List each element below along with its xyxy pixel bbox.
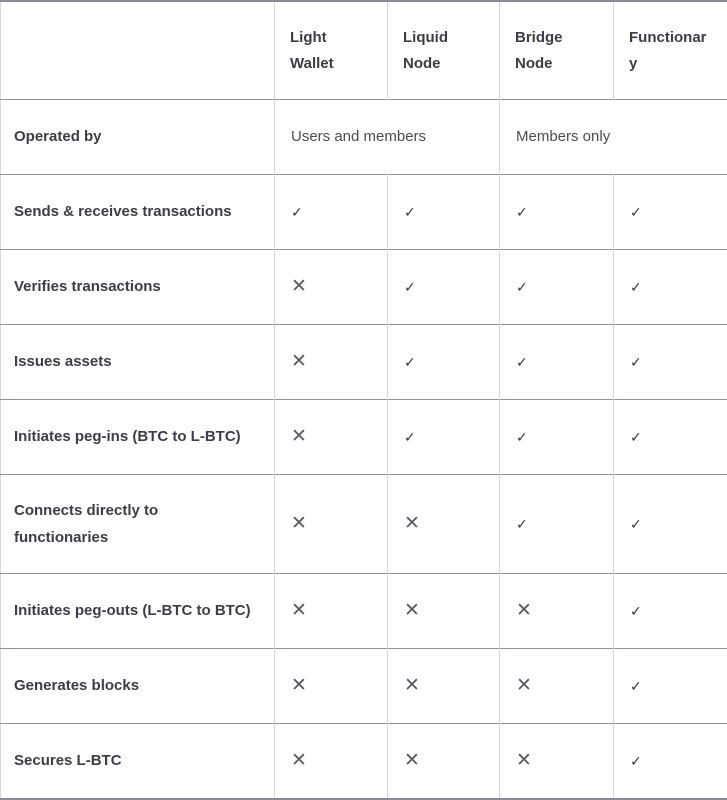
feature-row-issues-assets: Issues assets ✕ ✓ ✓ ✓ <box>1 324 727 399</box>
check-icon: ✓ <box>614 648 727 723</box>
column-header-liquid-node: Liquid Node <box>388 1 500 99</box>
row-label: Sends & receives transactions <box>1 174 275 249</box>
check-icon: ✓ <box>500 399 614 474</box>
cross-icon: ✕ <box>500 648 614 723</box>
row-label: Connects directly to functionaries <box>1 474 275 573</box>
cross-icon: ✕ <box>388 474 500 573</box>
operated-by-row: Operated by Users and members Members on… <box>1 99 727 174</box>
row-label: Secures L-BTC <box>1 723 275 799</box>
feature-row-peg-ins: Initiates peg-ins (BTC to L-BTC) ✕ ✓ ✓ ✓ <box>1 399 727 474</box>
feature-row-connects-functionaries: Connects directly to functionaries ✕ ✕ ✓… <box>1 474 727 573</box>
row-label: Verifies transactions <box>1 249 275 324</box>
row-label: Initiates peg-ins (BTC to L-BTC) <box>1 399 275 474</box>
feature-row-sends-receives: Sends & receives transactions ✓ ✓ ✓ ✓ <box>1 174 727 249</box>
cross-icon: ✕ <box>275 399 388 474</box>
header-row: Light Wallet Liquid Node Bridge Node Fun… <box>1 1 727 99</box>
cross-icon: ✕ <box>388 648 500 723</box>
check-icon: ✓ <box>614 249 727 324</box>
check-icon: ✓ <box>614 723 727 799</box>
cross-icon: ✕ <box>275 324 388 399</box>
column-header-bridge-node: Bridge Node <box>500 1 614 99</box>
operated-by-members-only: Members only <box>500 99 727 174</box>
cross-icon: ✕ <box>275 474 388 573</box>
check-icon: ✓ <box>614 399 727 474</box>
feature-row-secures-lbtc: Secures L-BTC ✕ ✕ ✕ ✓ <box>1 723 727 799</box>
cross-icon: ✕ <box>275 648 388 723</box>
cross-icon: ✕ <box>500 573 614 648</box>
cross-icon: ✕ <box>275 249 388 324</box>
cross-icon: ✕ <box>500 723 614 799</box>
row-label: Issues assets <box>1 324 275 399</box>
feature-row-verifies-transactions: Verifies transactions ✕ ✓ ✓ ✓ <box>1 249 727 324</box>
check-icon: ✓ <box>275 174 388 249</box>
cross-icon: ✕ <box>388 573 500 648</box>
feature-row-peg-outs: Initiates peg-outs (L-BTC to BTC) ✕ ✕ ✕ … <box>1 573 727 648</box>
feature-row-generates-blocks: Generates blocks ✕ ✕ ✕ ✓ <box>1 648 727 723</box>
column-header-functionary: Functionar y <box>614 1 727 99</box>
check-icon: ✓ <box>614 324 727 399</box>
check-icon: ✓ <box>614 573 727 648</box>
column-header-light-wallet: Light Wallet <box>275 1 388 99</box>
check-icon: ✓ <box>614 174 727 249</box>
cross-icon: ✕ <box>388 723 500 799</box>
check-icon: ✓ <box>388 399 500 474</box>
check-icon: ✓ <box>500 474 614 573</box>
check-icon: ✓ <box>500 324 614 399</box>
cross-icon: ✕ <box>275 723 388 799</box>
check-icon: ✓ <box>500 174 614 249</box>
cross-icon: ✕ <box>275 573 388 648</box>
operated-by-users-and-members: Users and members <box>275 99 500 174</box>
row-label: Operated by <box>1 99 275 174</box>
check-icon: ✓ <box>500 249 614 324</box>
check-icon: ✓ <box>614 474 727 573</box>
check-icon: ✓ <box>388 174 500 249</box>
check-icon: ✓ <box>388 324 500 399</box>
row-label: Initiates peg-outs (L-BTC to BTC) <box>1 573 275 648</box>
row-label: Generates blocks <box>1 648 275 723</box>
check-icon: ✓ <box>388 249 500 324</box>
empty-header-cell <box>1 1 275 99</box>
